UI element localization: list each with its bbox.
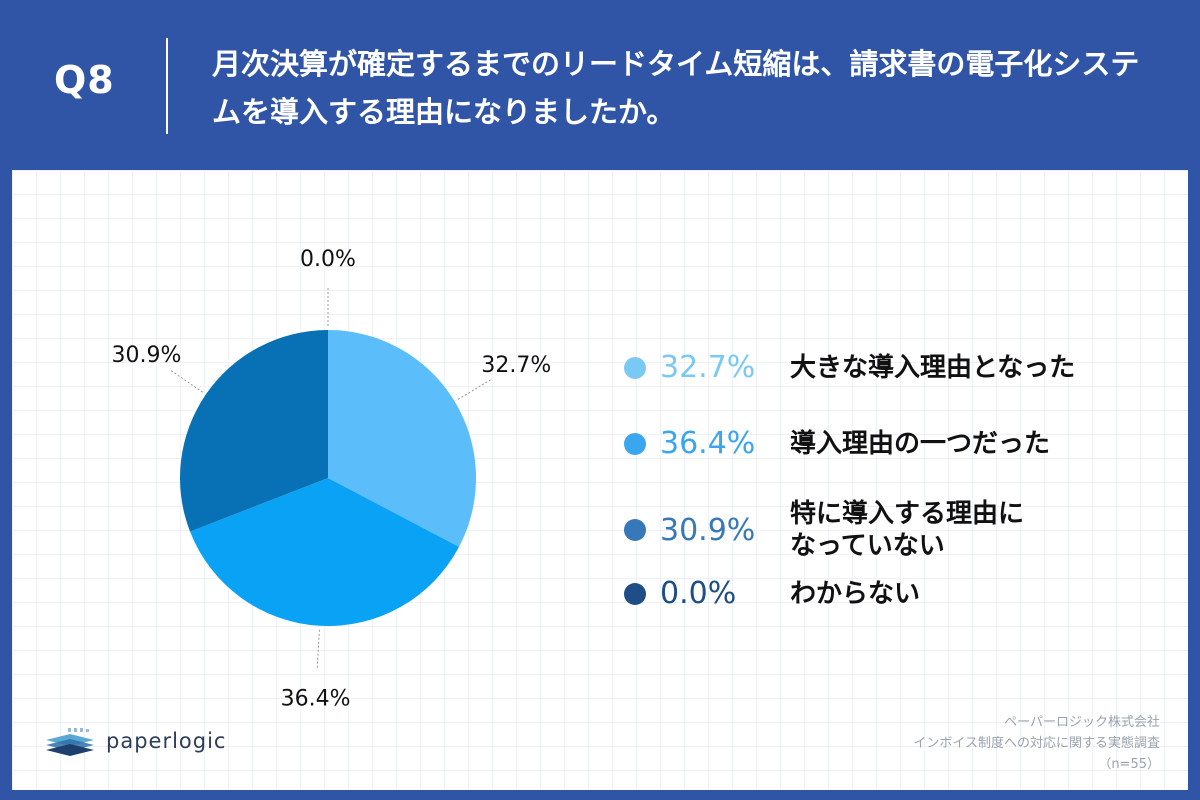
- leader-line: [170, 370, 203, 393]
- header-divider: [166, 38, 168, 134]
- legend-label: 導入理由の一つだった: [790, 428, 1051, 459]
- data-label: 0.0%: [300, 247, 356, 272]
- legend-dot: [624, 432, 646, 455]
- source-company: ペーパーロジック株式会社: [1004, 715, 1160, 730]
- pie-slice: [190, 478, 460, 626]
- question-title: 月次決算が確定するまでのリードタイム短縮は、請求書の電子化システムを導入する理由…: [212, 47, 1140, 129]
- data-label: 36.4%: [281, 687, 351, 712]
- source-survey: インボイス制度への対応に関する実態調査: [913, 736, 1160, 751]
- legend-label: わからない: [790, 578, 921, 609]
- logo-text: paperlogic: [106, 729, 227, 753]
- legend-dot: [624, 519, 646, 541]
- legend-percent: 36.4%: [660, 426, 756, 461]
- legend-label: 特に導入する理由に なっていない: [790, 499, 1025, 561]
- legend-label: 大きな導入理由となった: [790, 352, 1076, 383]
- data-label: 32.7%: [481, 353, 551, 378]
- source-sample: （n=55）: [1098, 757, 1160, 772]
- legend-item: 0.0% わからない: [620, 576, 920, 611]
- leader-line: [457, 379, 491, 400]
- legend-percent: 32.7%: [660, 350, 756, 385]
- legend-percent: 0.0%: [660, 576, 737, 611]
- leader-line: [316, 629, 320, 668]
- pie-slice: [328, 330, 476, 547]
- source-note: ペーパーロジック株式会社 インボイス制度への対応に関する実態調査 （n=55）: [913, 712, 1160, 775]
- question-number: Q8: [54, 58, 115, 102]
- stacked-paper-icon: [46, 728, 94, 756]
- paperlogic-logo: paperlogic: [42, 726, 226, 756]
- legend-item: 30.9% 特に導入する理由に なっていない: [620, 498, 1024, 562]
- legend-dot: [624, 356, 646, 379]
- legend-item: 36.4% 導入理由の一つだった: [620, 426, 1050, 461]
- legend-percent: 30.9%: [660, 512, 756, 548]
- data-label: 30.9%: [111, 343, 181, 368]
- header: Q8 月次決算が確定するまでのリードタイム短縮は、請求書の電子化システムを導入す…: [0, 0, 1200, 170]
- legend-dot: [624, 582, 646, 605]
- chart-panel: 32.7% 36.4% 30.9% 0.0% 32.7% 大きな導入理由となった 36…: [12, 170, 1188, 790]
- legend-item: 32.7% 大きな導入理由となった: [620, 350, 1075, 385]
- pie-chart: 32.7% 36.4% 30.9% 0.0%: [111, 247, 551, 712]
- pie-slice: [180, 330, 328, 532]
